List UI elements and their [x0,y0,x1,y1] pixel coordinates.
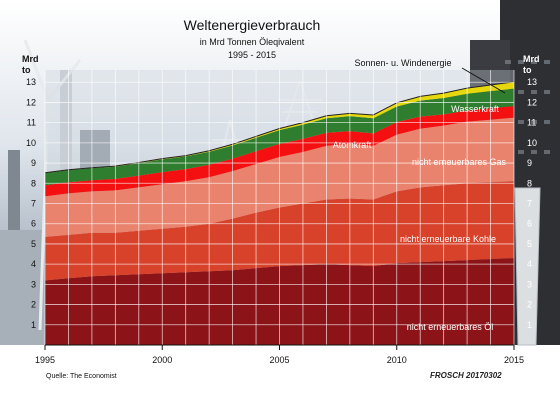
x-tick-label: 2000 [152,355,172,365]
y-tick-right: 1 [527,320,532,330]
y-tick-left: 8 [31,178,36,188]
y-tick-right: 11 [527,118,536,128]
y-tick-right: 9 [527,158,532,168]
y-tick-right: 2 [527,300,532,310]
y-tick-left: 6 [31,219,36,229]
x-tick-label: 1995 [35,355,55,365]
y-tick-right: 7 [527,199,532,209]
x-tick-label: 2015 [504,355,524,365]
solar-wind-leader-line [461,67,506,94]
y-tick-right: 6 [527,219,532,229]
y-tick-right: 4 [527,259,532,269]
y-tick-left: 5 [31,239,36,249]
series-label-0: nicht erneuerbares Öl [407,322,494,332]
y-tick-left: 7 [31,199,36,209]
y-tick-right: 10 [527,138,537,148]
series-label-5: Sonnen- u. Windenergie [354,58,451,68]
series-label-4: Wasserkraft [451,104,499,114]
y-tick-left: 4 [31,259,36,269]
chart-subtitle: in Mrd Tonnen Öleqivalent [200,37,305,47]
y-axis-label-right: Mrd to [523,54,540,75]
y-tick-left: 1 [31,320,36,330]
chart-title: Weltenergieverbrauch [184,17,321,33]
y-tick-right: 12 [527,97,537,107]
x-axis: 1995 2000 2005 2010 2015 [35,345,524,365]
x-tick-label: 2005 [269,355,289,365]
y-tick-right: 13 [527,77,537,87]
y-tick-right: 8 [527,178,532,188]
series-label-1: nicht erneuerbare Kohle [400,234,496,244]
y-tick-left: 10 [26,138,36,148]
x-tick-label: 2010 [387,355,407,365]
series-label-2: nicht erneuerbares Gas [412,157,507,167]
y-tick-left: 9 [31,158,36,168]
y-axis-label-left: Mrd to [22,54,39,75]
y-tick-left: 3 [31,279,36,289]
y-tick-right: 3 [527,279,532,289]
chart-subtitle-years: 1995 - 2015 [228,50,276,60]
series-labels: nicht erneuerbares Öl nicht erneuerbare K… [333,58,507,332]
y-tick-left: 2 [31,300,36,310]
y-tick-right: 5 [527,239,532,249]
series-label-3: Atomkraft [333,140,372,150]
chart-grid-overlay [44,70,515,346]
y-tick-left: 12 [26,97,36,107]
source-note: Quelle: The Economist [46,373,117,380]
author-signature: FROSCH 20170302 [430,371,502,380]
y-tick-left: 13 [26,77,36,87]
y-tick-left: 11 [27,118,36,128]
